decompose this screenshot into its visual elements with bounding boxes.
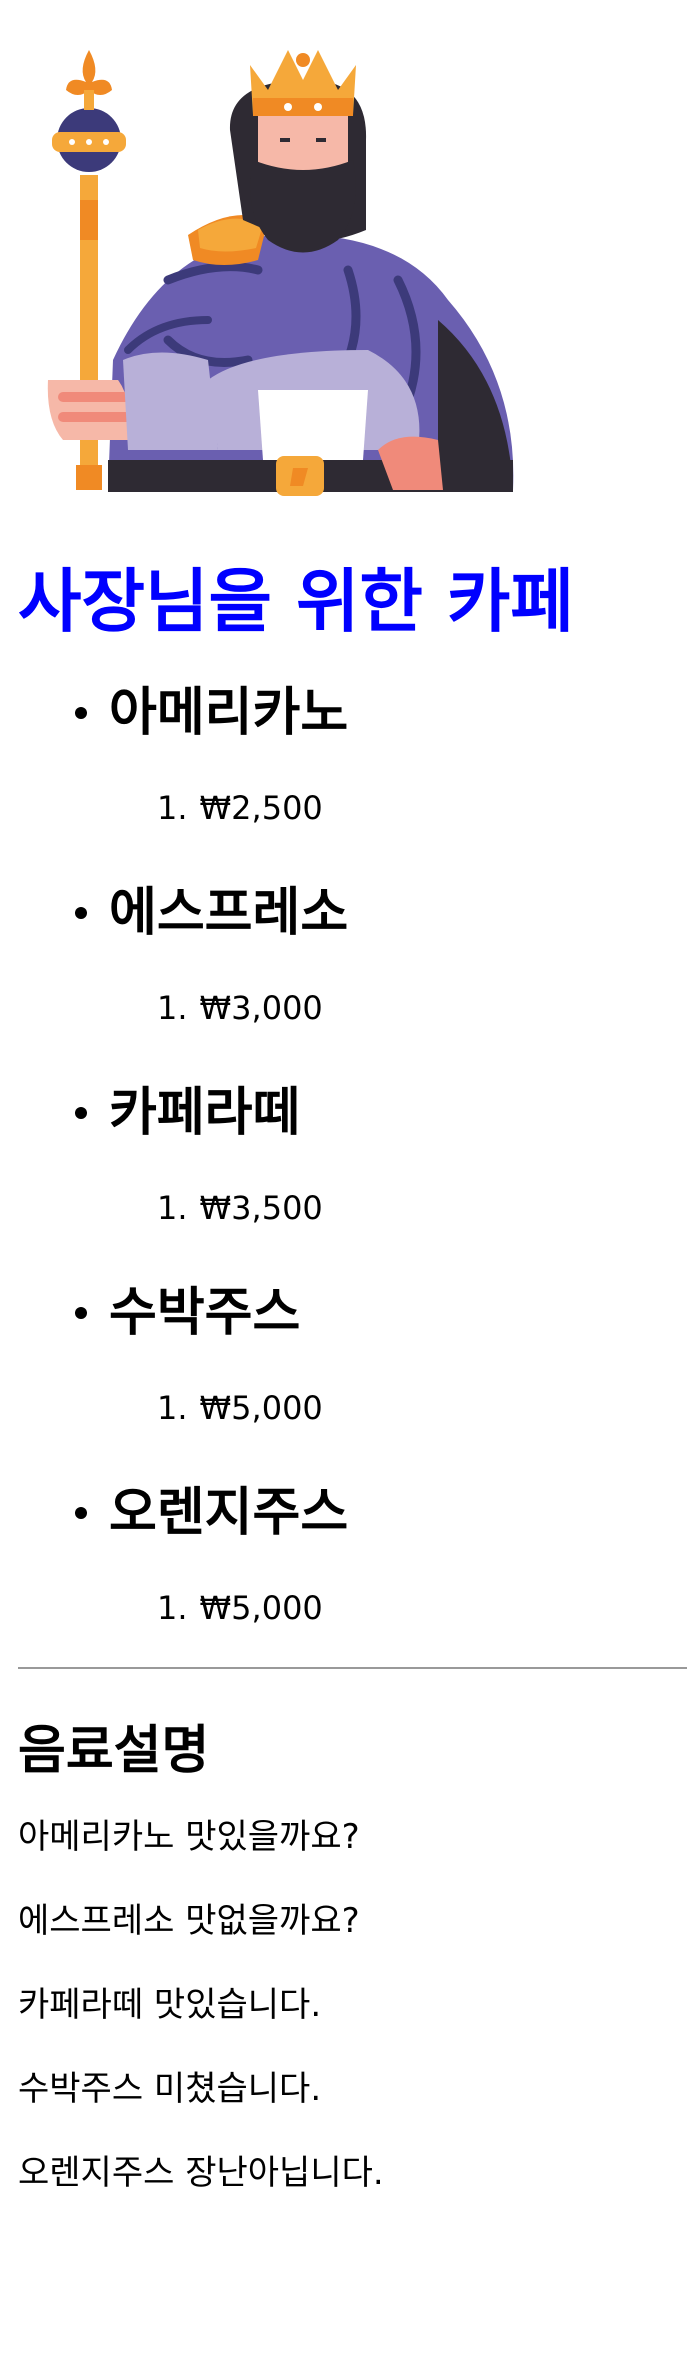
menu-item-name: 오렌지주스 xyxy=(109,1483,349,1543)
price-number: 1. xyxy=(157,1189,188,1227)
description-line: 카페라떼 맛있습니다. xyxy=(18,1985,322,2025)
price-number: 1. xyxy=(157,1589,188,1627)
description-line: 오렌지주스 장난아닙니다. xyxy=(18,2153,384,2193)
menu-item: 카페라떼 1. ₩3,500 xyxy=(18,1083,669,1227)
price-value: ₩5,000 xyxy=(199,1389,323,1427)
menu-item-name: 에스프레소 xyxy=(109,883,349,943)
page: 사장님을 위한 카페 아메리카노 1. ₩2,500 에스프레소 1. ₩3,000… xyxy=(18,0,687,2193)
bullet-icon xyxy=(75,1507,87,1519)
menu-list: 아메리카노 1. ₩2,500 에스프레소 1. ₩3,000 카페라떼 1. ₩3,… xyxy=(18,683,669,1627)
king-image-container xyxy=(18,0,669,510)
bullet-icon xyxy=(75,1107,87,1119)
price-value: ₩3,000 xyxy=(199,989,323,1027)
price-number: 1. xyxy=(157,1389,188,1427)
section-divider xyxy=(18,1667,687,1669)
cafe-title: 사장님을 위한 카페 xyxy=(18,562,574,642)
description-line: 아메리카노 맛있을까요? xyxy=(18,1817,360,1857)
bullet-icon xyxy=(75,1307,87,1319)
price-value: ₩2,500 xyxy=(199,789,323,827)
price-row: 1. ₩5,000 xyxy=(18,1589,669,1627)
price-row: 1. ₩3,500 xyxy=(18,1189,669,1227)
price-row: 1. ₩2,500 xyxy=(18,789,669,827)
bullet-icon xyxy=(75,707,87,719)
menu-item-name: 카페라떼 xyxy=(109,1083,301,1143)
price-number: 1. xyxy=(157,989,188,1027)
description-title: 음료설명 xyxy=(18,1721,210,1781)
description-line: 수박주스 미쳤습니다. xyxy=(18,2069,322,2109)
menu-item: 오렌지주스 1. ₩5,000 xyxy=(18,1483,669,1627)
description-line: 에스프레소 맛없을까요? xyxy=(18,1901,360,1941)
bullet-icon xyxy=(75,907,87,919)
price-number: 1. xyxy=(157,789,188,827)
menu-item-name: 수박주스 xyxy=(109,1283,301,1343)
price-value: ₩5,000 xyxy=(199,1589,323,1627)
price-value: ₩3,500 xyxy=(199,1189,323,1227)
menu-item: 수박주스 1. ₩5,000 xyxy=(18,1283,669,1427)
menu-item: 에스프레소 1. ₩3,000 xyxy=(18,883,669,1027)
price-row: 1. ₩3,000 xyxy=(18,989,669,1027)
menu-item-name: 아메리카노 xyxy=(109,683,349,743)
king-icon xyxy=(47,50,514,496)
price-row: 1. ₩5,000 xyxy=(18,1389,669,1427)
menu-item: 아메리카노 1. ₩2,500 xyxy=(18,683,669,827)
